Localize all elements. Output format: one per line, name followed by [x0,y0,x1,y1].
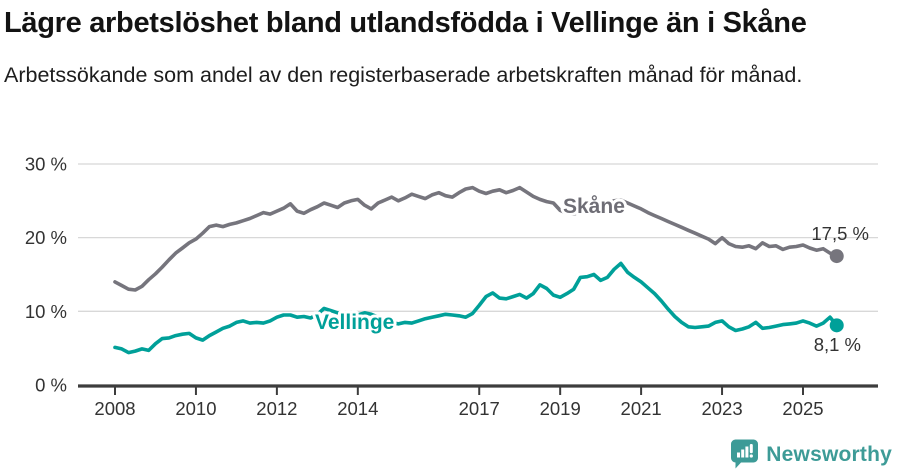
x-tick-label-2012: 2012 [256,398,297,419]
logo-bar-2 [741,449,745,458]
series-end-dot-vellinge [829,318,844,333]
series-label-skane: Skåne [563,195,625,218]
x-tick-label-2021: 2021 [621,398,662,419]
series-end-value-skane: 17,5 % [811,223,869,244]
x-tick-label-2017: 2017 [459,398,500,419]
series-label-vellinge: Vellinge [315,311,394,334]
x-tick-label-2008: 2008 [94,398,135,419]
series-end-value-vellinge: 8,1 % [814,334,861,355]
brand-name: Newsworthy [766,442,892,466]
newsworthy-attribution: Newsworthy [730,439,892,470]
y-tick-label-0: 0 % [35,375,67,396]
x-tick-label-2010: 2010 [175,398,216,419]
logo-exclamation-dot [749,454,754,458]
series-end-dot-skane [829,249,844,264]
x-tick-label-2023: 2023 [701,398,742,419]
logo-bar-3 [745,446,749,458]
series-line-vellinge [113,261,839,355]
chart-header: Lägre arbetslöshet bland utlandsfödda i … [4,6,896,91]
y-tick-label-20: 20 % [25,227,67,248]
logo-exclamation-stem [750,444,754,454]
chart-title: Lägre arbetslöshet bland utlandsfödda i … [4,7,807,39]
x-tick-label-2019: 2019 [540,398,581,419]
newsworthy-logo-icon [731,439,759,469]
y-tick-label-30: 30 % [25,153,67,174]
logo-bar-1 [737,452,741,458]
x-tick-label-2025: 2025 [782,398,823,419]
chart-subtitle: Arbetssökande som andel av den registerb… [4,62,803,87]
y-tick-label-10: 10 % [25,301,67,322]
x-tick-label-2014: 2014 [337,398,378,419]
series-line-skane [113,185,839,292]
